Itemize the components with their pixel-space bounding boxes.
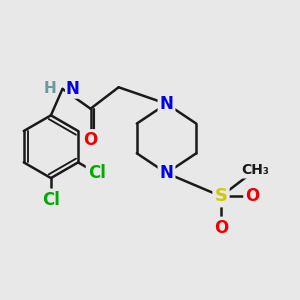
Text: CH₃: CH₃ bbox=[242, 163, 270, 177]
Text: O: O bbox=[245, 187, 260, 205]
Text: H: H bbox=[44, 81, 56, 96]
Text: N: N bbox=[160, 95, 173, 113]
Text: N: N bbox=[160, 164, 173, 182]
Text: Cl: Cl bbox=[42, 190, 60, 208]
Text: N: N bbox=[66, 80, 80, 98]
Text: O: O bbox=[83, 131, 98, 149]
Text: Cl: Cl bbox=[88, 164, 106, 182]
Text: S: S bbox=[214, 187, 227, 205]
Text: O: O bbox=[214, 219, 228, 237]
